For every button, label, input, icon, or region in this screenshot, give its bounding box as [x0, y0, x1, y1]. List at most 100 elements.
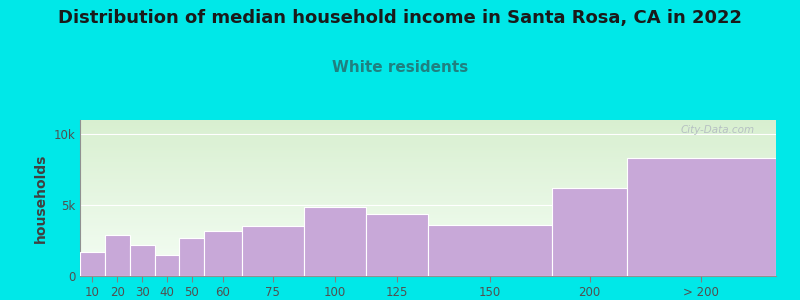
Bar	[80, 200, 776, 201]
Bar	[80, 173, 776, 175]
Bar	[80, 201, 776, 203]
Bar	[80, 140, 776, 142]
Bar	[80, 262, 776, 263]
Bar	[242, 226, 304, 276]
Bar	[80, 215, 776, 217]
Bar	[428, 225, 552, 276]
Bar	[80, 209, 776, 211]
Bar	[80, 150, 776, 151]
Bar	[80, 204, 776, 206]
Bar	[80, 184, 776, 185]
Bar	[80, 243, 776, 245]
Bar	[80, 129, 776, 131]
Bar	[80, 223, 776, 224]
Bar	[80, 120, 776, 122]
Bar	[80, 217, 776, 218]
Bar	[80, 259, 776, 260]
Bar	[80, 195, 776, 196]
Bar	[366, 214, 428, 276]
Bar	[80, 238, 776, 240]
Bar	[80, 236, 776, 237]
Bar	[80, 133, 776, 134]
Bar	[80, 212, 776, 214]
Bar	[80, 151, 776, 153]
Bar	[80, 246, 776, 248]
Bar	[80, 193, 776, 195]
Bar	[80, 192, 776, 193]
Bar	[627, 158, 776, 276]
Bar	[80, 123, 776, 125]
Bar	[80, 189, 776, 190]
Bar	[80, 229, 776, 231]
Bar	[80, 162, 776, 164]
Bar	[80, 265, 776, 267]
Bar	[80, 172, 776, 173]
Bar	[80, 175, 776, 176]
Bar	[80, 145, 776, 146]
Bar	[80, 125, 776, 126]
Bar	[179, 238, 204, 276]
Bar	[80, 263, 776, 265]
Bar	[80, 196, 776, 198]
Bar	[80, 167, 776, 168]
Bar	[80, 165, 776, 167]
Bar	[80, 170, 776, 172]
Bar	[80, 134, 776, 136]
Y-axis label: households: households	[34, 153, 48, 243]
Bar	[80, 220, 776, 221]
Bar	[80, 251, 776, 253]
Bar	[80, 164, 776, 165]
Bar	[80, 128, 776, 129]
Bar	[80, 168, 776, 170]
Bar	[80, 240, 776, 242]
Bar	[80, 218, 776, 220]
Bar	[80, 142, 776, 143]
Bar	[80, 273, 776, 274]
Bar	[80, 231, 776, 232]
Text: City-Data.com: City-Data.com	[681, 125, 755, 135]
Bar	[80, 237, 776, 238]
Bar	[80, 182, 776, 184]
Bar	[80, 136, 776, 137]
Bar	[80, 250, 776, 251]
Bar	[80, 176, 776, 178]
Bar	[80, 198, 776, 200]
Bar	[80, 126, 776, 128]
Bar	[80, 187, 776, 189]
Bar	[80, 179, 776, 181]
Text: White residents: White residents	[332, 60, 468, 75]
Bar	[154, 255, 179, 276]
Bar	[80, 228, 776, 229]
Bar	[80, 270, 776, 271]
Bar	[80, 232, 776, 234]
Bar	[80, 153, 776, 154]
Bar	[80, 234, 776, 236]
Bar	[80, 160, 776, 162]
Bar	[80, 137, 776, 139]
Bar	[204, 231, 242, 276]
Bar	[80, 257, 776, 259]
Bar	[80, 190, 776, 192]
Bar	[80, 139, 776, 140]
Bar	[105, 235, 130, 276]
Bar	[80, 156, 776, 158]
Bar	[80, 185, 776, 187]
Bar	[80, 203, 776, 204]
Bar	[80, 224, 776, 226]
Bar	[80, 131, 776, 133]
Bar	[80, 274, 776, 276]
Bar	[80, 206, 776, 207]
Bar	[130, 245, 154, 276]
Bar	[80, 252, 105, 276]
Bar	[80, 181, 776, 182]
Bar	[80, 221, 776, 223]
Bar	[80, 267, 776, 268]
Bar	[80, 245, 776, 246]
Bar	[80, 242, 776, 243]
Text: Distribution of median household income in Santa Rosa, CA in 2022: Distribution of median household income …	[58, 9, 742, 27]
Bar	[80, 207, 776, 209]
Bar	[304, 206, 366, 276]
Bar	[80, 256, 776, 257]
Bar	[552, 188, 627, 276]
Bar	[80, 248, 776, 250]
